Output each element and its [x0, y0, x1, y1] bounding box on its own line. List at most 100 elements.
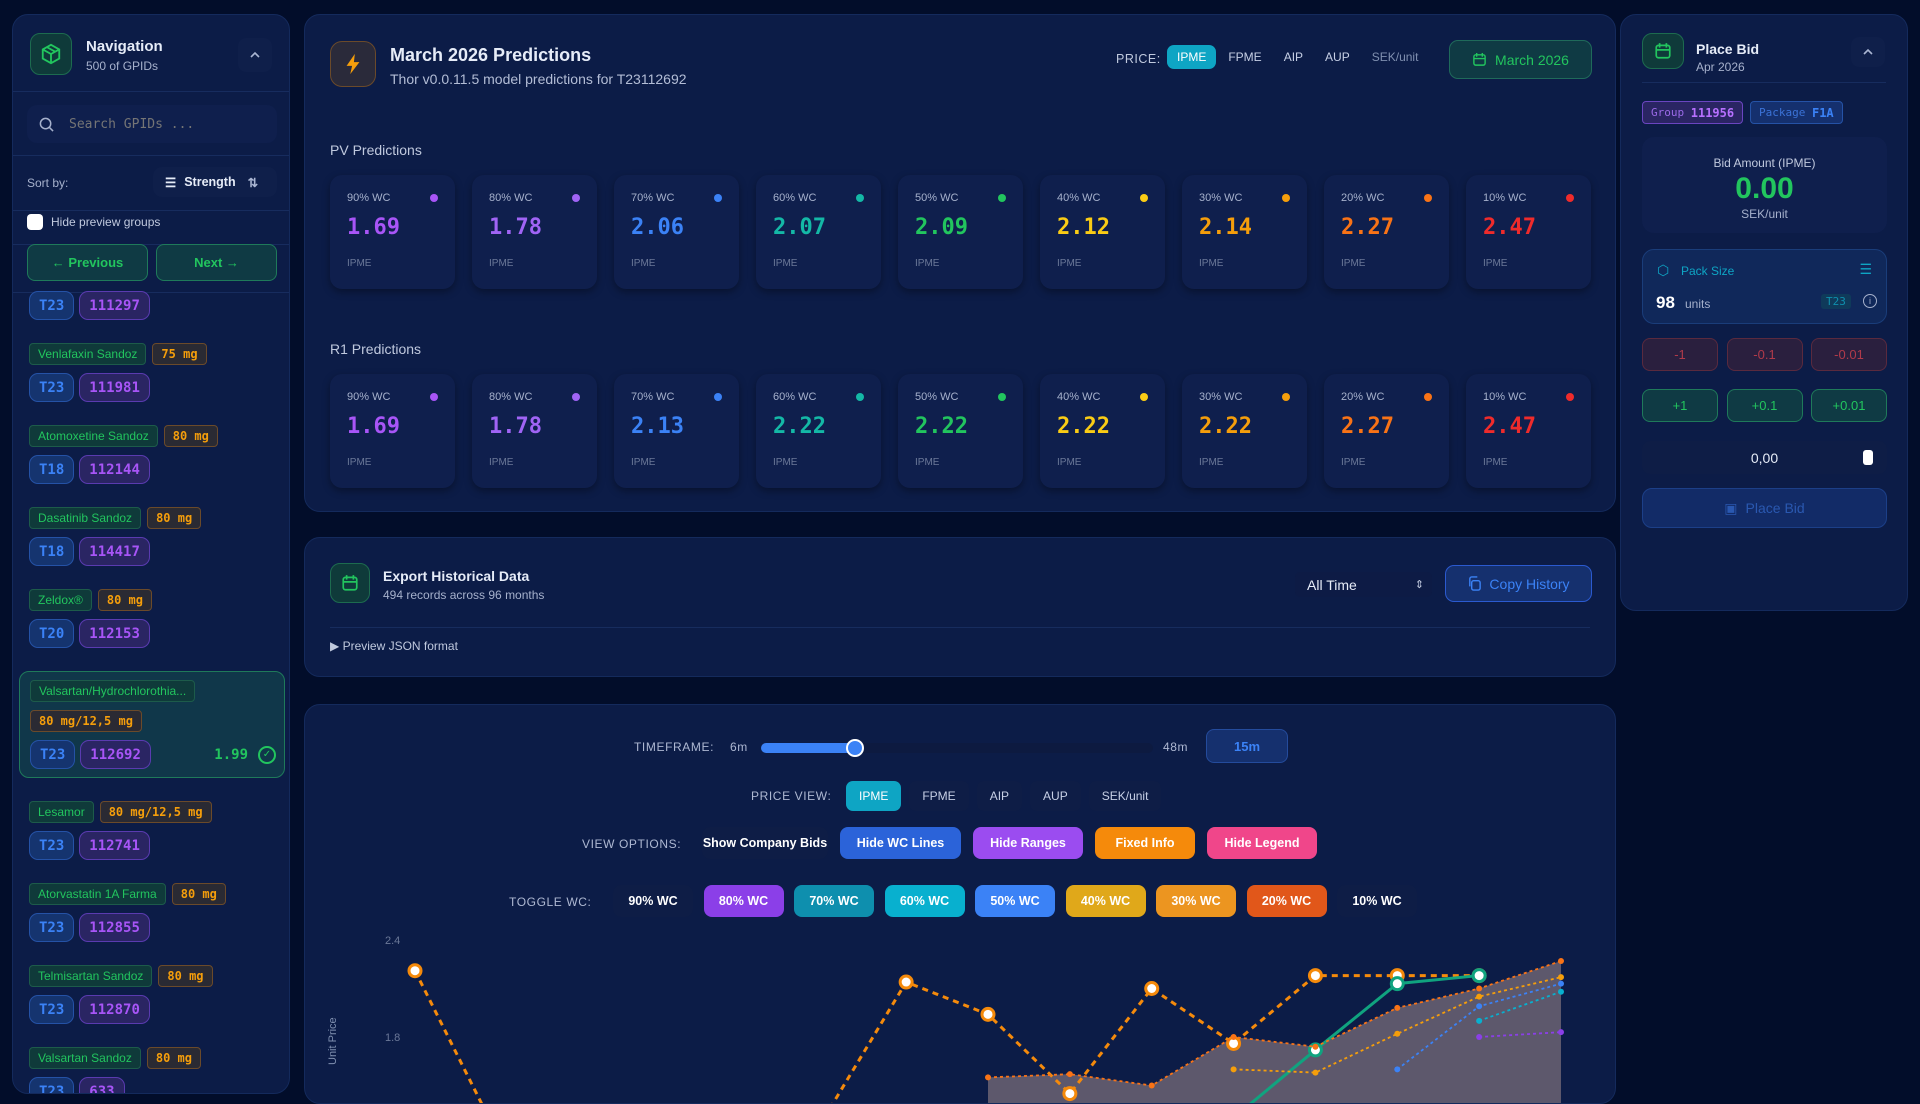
- slider-fill: [761, 743, 856, 753]
- price-option-fpme[interactable]: FPME: [909, 781, 969, 811]
- item-code-row: T23 111297: [29, 291, 289, 320]
- data-point[interactable]: [407, 963, 423, 979]
- step-button[interactable]: -1: [1642, 338, 1718, 371]
- view-options-label: VIEW OPTIONS:: [582, 837, 682, 851]
- predictions-panel: March 2026 Predictions Thor v0.0.11.5 mo…: [304, 14, 1616, 512]
- gpid-list-item[interactable]: Atomoxetine Sandoz 80 mg T18 112144: [13, 425, 289, 484]
- pack-size-label: Pack Size: [1681, 264, 1735, 278]
- view-option-button[interactable]: Fixed Info: [1095, 827, 1195, 859]
- view-option-button[interactable]: Hide Ranges: [973, 827, 1083, 859]
- chevron-up-icon: [250, 51, 260, 58]
- previous-button[interactable]: ← Previous: [27, 244, 148, 281]
- predictions-subtitle: Thor v0.0.11.5 model predictions for T23…: [390, 71, 687, 87]
- copy-history-button[interactable]: Copy History: [1445, 565, 1592, 602]
- date-button[interactable]: March 2026: [1449, 40, 1592, 79]
- gpid-list-item[interactable]: Valsartan Sandoz 80 mg T23 633: [13, 1047, 289, 1093]
- item-name-row: Lesamor 80 mg/12,5 mg: [29, 801, 289, 823]
- price-option-aip[interactable]: AIP: [1283, 50, 1304, 64]
- wc-toggle-button[interactable]: 50% WC: [975, 885, 1055, 917]
- gpid-list[interactable]: T23 111297 Venlafaxin Sandoz 75 mg T23 111981…: [13, 291, 289, 1093]
- item-name-row: Dasatinib Sandoz 80 mg: [29, 507, 289, 529]
- wc-toggle-button[interactable]: 90% WC: [613, 885, 693, 917]
- prediction-unit: IPME: [1199, 258, 1224, 269]
- next-button[interactable]: Next →: [156, 244, 277, 281]
- wc-toggle-button[interactable]: 30% WC: [1156, 885, 1236, 917]
- prediction-value: 1.78: [489, 414, 542, 439]
- info-icon[interactable]: i: [1863, 294, 1877, 308]
- step-button[interactable]: +0.01: [1811, 389, 1887, 422]
- step-button[interactable]: +0.1: [1726, 389, 1803, 422]
- wc-toggle-button[interactable]: 70% WC: [794, 885, 874, 917]
- wc-toggle-button[interactable]: 80% WC: [703, 885, 784, 917]
- wc-toggle-button[interactable]: 20% WC: [1246, 885, 1327, 917]
- view-option-button[interactable]: Show Company Bids: [702, 827, 828, 859]
- price-option-aip[interactable]: AIP: [976, 781, 1023, 811]
- gpid-list-item[interactable]: Venlafaxin Sandoz 75 mg T23 111981: [13, 343, 289, 402]
- price-option-aup[interactable]: AUP: [1325, 50, 1350, 64]
- search-field[interactable]: [27, 105, 277, 143]
- time-range-select[interactable]: All Time ⇕: [1295, 572, 1432, 597]
- place-bid-button[interactable]: ▣ Place Bid: [1642, 488, 1887, 528]
- wc-label: 30% WC: [1199, 192, 1243, 204]
- gpid-list-item[interactable]: Dasatinib Sandoz 80 mg T18 114417: [13, 507, 289, 566]
- price-option-sekunit[interactable]: SEK/unit: [1088, 781, 1162, 811]
- export-subtitle: 494 records across 96 months: [383, 588, 545, 602]
- view-option-button[interactable]: Hide WC Lines: [840, 827, 961, 859]
- wc-toggle-button[interactable]: 60% WC: [884, 885, 965, 917]
- price-option-sekunit[interactable]: SEK/unit: [1371, 50, 1419, 64]
- collapse-sidebar-button[interactable]: [238, 38, 272, 72]
- prediction-unit: IPME: [347, 258, 372, 269]
- prediction-value: 2.22: [1199, 414, 1252, 439]
- stepper-icon[interactable]: [1863, 450, 1873, 465]
- price-chart[interactable]: 2.4 1.8: [335, 925, 1605, 1104]
- price-option-ipme[interactable]: IPME: [846, 781, 902, 811]
- sort-select[interactable]: ☰ Strength ⇅: [153, 167, 277, 197]
- collapse-bid-button[interactable]: [1851, 37, 1885, 67]
- copy-icon: [1469, 576, 1482, 591]
- data-point[interactable]: [1389, 976, 1405, 992]
- search-input[interactable]: [69, 105, 269, 143]
- price-option-aup[interactable]: AUP: [1030, 781, 1081, 811]
- gpid-list-item[interactable]: Valsartan/Hydrochlorothia... 80 mg/12,5 m…: [19, 671, 285, 778]
- view-option-button[interactable]: Hide Legend: [1207, 827, 1317, 859]
- gpid-list-item[interactable]: T23 111297: [13, 291, 289, 320]
- wc-toggle-button[interactable]: 10% WC: [1337, 885, 1417, 917]
- item-name-row: Valsartan/Hydrochlorothia...: [30, 680, 276, 702]
- slider-thumb[interactable]: [846, 739, 865, 757]
- step-button[interactable]: +1: [1642, 389, 1718, 422]
- wc-toggle-button[interactable]: 40% WC: [1065, 885, 1146, 917]
- prediction-value: 2.22: [915, 414, 968, 439]
- timeframe-slider[interactable]: [761, 739, 1153, 757]
- gpid-list-item[interactable]: Lesamor 80 mg/12,5 mg T23 112741: [13, 801, 289, 860]
- data-point: [1558, 958, 1564, 965]
- price-option-fpme[interactable]: FPME: [1228, 50, 1262, 64]
- wc-label: 20% WC: [1341, 391, 1385, 403]
- gpid-list-item[interactable]: Atorvastatin 1A Farma 80 mg T23 112855: [13, 883, 289, 942]
- wc-prediction-card: 30% WC 2.14 IPME: [1182, 175, 1307, 289]
- sliders-icon[interactable]: ☰: [1859, 261, 1872, 277]
- step-button[interactable]: -0.1: [1726, 338, 1803, 371]
- wc-color-dot: [1566, 194, 1574, 202]
- wc-prediction-card: 90% WC 1.69 IPME: [330, 374, 455, 488]
- data-point[interactable]: [898, 974, 914, 990]
- wc-color-dot: [1566, 393, 1574, 401]
- data-point: [1394, 1066, 1401, 1073]
- preview-json-toggle[interactable]: ▶ Preview JSON format: [330, 639, 458, 653]
- package-icon: ⬡: [1657, 262, 1670, 278]
- gpid-list-item[interactable]: Zeldox® 80 mg T20 112153: [13, 589, 289, 648]
- bid-input-field[interactable]: 0,00: [1642, 441, 1887, 474]
- prediction-unit: IPME: [915, 457, 940, 468]
- gpid-list-item[interactable]: Telmisartan Sandoz 80 mg T23 112870: [13, 965, 289, 1024]
- data-point[interactable]: [1062, 1086, 1078, 1102]
- date-label: March 2026: [1495, 51, 1569, 68]
- data-point[interactable]: [980, 1006, 996, 1022]
- price-option-ipme[interactable]: IPME: [1167, 45, 1217, 69]
- data-point[interactable]: [1471, 968, 1487, 984]
- data-point[interactable]: [1144, 981, 1160, 996]
- chevron-up-icon: [1863, 48, 1873, 55]
- hide-preview-checkbox[interactable]: [27, 214, 43, 230]
- data-point[interactable]: [1307, 968, 1323, 984]
- sort-direction-icon[interactable]: ⇅: [247, 175, 259, 190]
- step-button[interactable]: -0.01: [1811, 338, 1887, 371]
- drug-name-tag: Telmisartan Sandoz: [29, 965, 153, 987]
